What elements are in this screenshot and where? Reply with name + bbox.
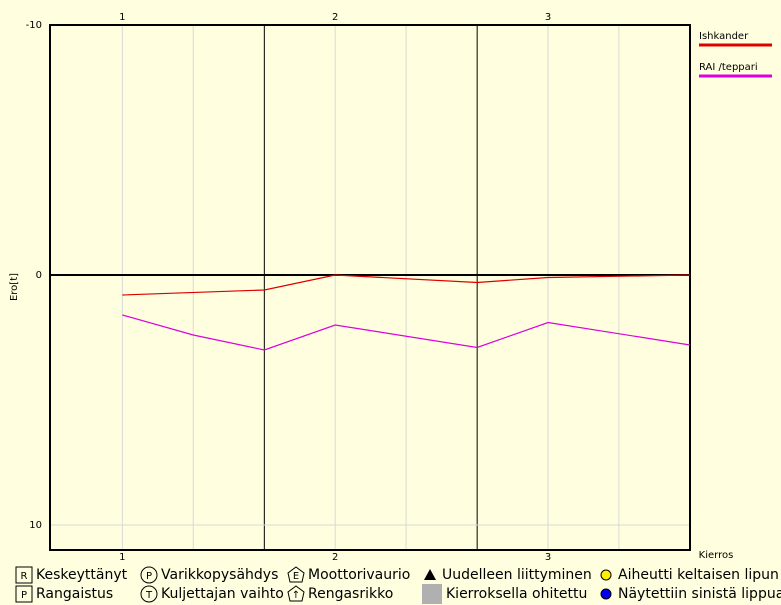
legend-label: Uudelleen liittyminen [442, 567, 592, 583]
y-tick-label: 0 [36, 270, 42, 281]
legend-symbol-text: E [293, 571, 299, 582]
legend-label: Kierroksella ohitettu [446, 586, 587, 602]
legend-item: Aiheutti keltaisen lipun [600, 567, 779, 583]
legend-label: Kuljettajan vaihto [161, 586, 284, 602]
legend-symbol [15, 585, 33, 603]
legend-label: Moottorivaurio [308, 567, 410, 583]
legend-item: P Varikkopysähdys [140, 566, 278, 584]
x-tick-label: 2 [332, 552, 338, 563]
legend-item: T Kuljettajan vaihto [140, 585, 284, 603]
legend-symbol [287, 566, 305, 583]
x-tick-label: 1 [119, 12, 125, 23]
legend-symbol [600, 588, 612, 600]
y-tick-label: -10 [26, 20, 42, 31]
x-tick-label: 1 [119, 552, 125, 563]
legend-item: P Rangaistus [15, 585, 113, 603]
legend-item: Näytettiin sinistä lippua [600, 586, 781, 602]
x-tick-label: 2 [332, 12, 338, 23]
legend-symbol-text: R [21, 571, 28, 582]
legend-label: Näytettiin sinistä lippua [618, 586, 781, 602]
legend-symbol-text: ↑ [292, 590, 300, 601]
legend-label: Ishkander [699, 31, 749, 42]
legend-item: E Moottorivaurio [287, 566, 410, 583]
legend-symbol-text: P [146, 571, 152, 582]
legend-label: Rengasrikko [308, 586, 393, 602]
legend-symbol-text: T [145, 590, 153, 601]
x-axis-label: Kierros [699, 550, 734, 561]
y-tick-label: 10 [29, 520, 42, 531]
legend-label: RAI /teppari [699, 62, 758, 73]
legend-item: Kierroksella ohitettu [422, 584, 587, 604]
legend-symbol [287, 585, 305, 602]
legend-symbol [140, 566, 158, 584]
legend-symbol-text: P [21, 590, 27, 601]
legend-item: ↑ Rengasrikko [287, 585, 393, 602]
legend-symbol [140, 585, 158, 603]
legend-label: Varikkopysähdys [161, 567, 278, 583]
legend-symbol [422, 584, 442, 604]
legend-item: Uudelleen liittyminen [424, 567, 592, 583]
series-line [122, 314, 691, 351]
x-tick-label: 3 [545, 12, 551, 23]
legend-label: Rangaistus [36, 586, 113, 602]
plot-area [49, 24, 691, 551]
legend-label: Aiheutti keltaisen lipun [618, 567, 779, 583]
legend-symbol [424, 569, 436, 580]
legend-label: Keskeyttänyt [36, 567, 128, 583]
y-axis-label: Ero[t] [9, 273, 20, 301]
x-tick-label: 3 [545, 552, 551, 563]
series-line [122, 274, 691, 296]
legend-symbol [15, 566, 33, 584]
legend-item: R Keskeyttänyt [15, 566, 128, 584]
legend-symbol [600, 569, 612, 581]
